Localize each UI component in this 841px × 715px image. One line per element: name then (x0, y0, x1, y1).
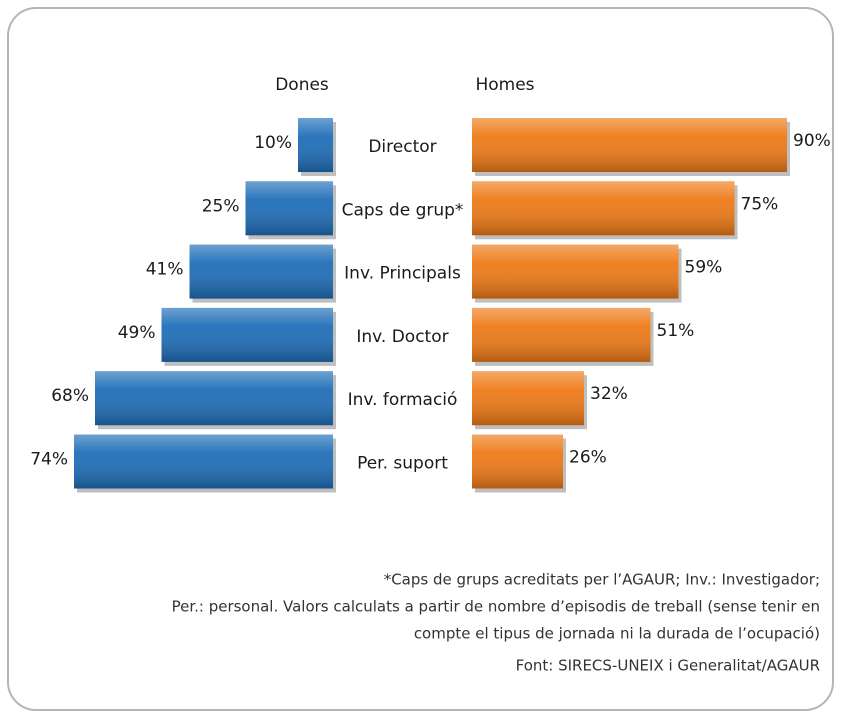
value-label: 59% (685, 258, 723, 278)
category-label: Caps de grup* (342, 200, 464, 220)
bar-shine (472, 434, 563, 489)
bar-shine (298, 118, 333, 172)
value-label: 32% (590, 384, 628, 404)
bar-shine (189, 244, 333, 299)
value-label: 41% (146, 260, 184, 280)
bar-shine (74, 434, 333, 489)
legend-homes: Homes (475, 75, 534, 95)
category-label: Inv. Principals (344, 264, 461, 284)
value-label: 74% (30, 450, 68, 470)
bar-shine (472, 371, 584, 426)
value-label: 49% (118, 323, 156, 343)
bar-shine (472, 244, 679, 299)
footnote: Per.: personal. Valors calculats a parti… (172, 598, 820, 616)
label-column (333, 116, 472, 496)
value-label: 75% (741, 194, 779, 214)
footnote: compte el tipus de jornada ni la durada … (414, 625, 820, 643)
footnote: *Caps de grups acreditats per l’AGAUR; I… (384, 571, 820, 589)
bar-shine (245, 181, 333, 236)
bar-shine (472, 181, 735, 236)
value-label: 10% (254, 133, 292, 153)
value-label: 51% (657, 321, 695, 341)
legend-dones: Dones (275, 75, 329, 95)
value-label: 90% (793, 131, 831, 151)
category-label: Inv. formació (348, 390, 458, 410)
category-label: Per. suport (357, 454, 448, 474)
category-label: Director (368, 137, 436, 157)
category-label: Inv. Doctor (356, 327, 448, 347)
bar-shine (95, 371, 333, 426)
bar-shine (472, 307, 651, 362)
source: Font: SIRECS-UNEIX i Generalitat/AGAUR (516, 657, 820, 675)
bar-shine (161, 307, 333, 362)
value-label: 25% (202, 196, 240, 216)
value-label: 68% (51, 386, 89, 406)
value-label: 26% (569, 448, 607, 468)
bar-shine (472, 118, 787, 172)
